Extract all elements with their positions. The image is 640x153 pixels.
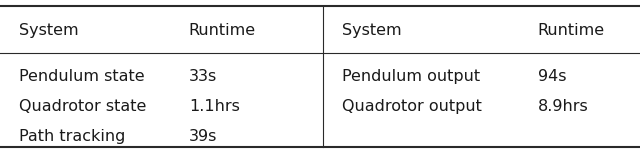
Text: 94s: 94s [538, 69, 566, 84]
Text: Runtime: Runtime [189, 23, 256, 38]
Text: 33s: 33s [189, 69, 217, 84]
Text: System: System [342, 23, 402, 38]
Text: 39s: 39s [189, 129, 217, 144]
Text: Pendulum output: Pendulum output [342, 69, 481, 84]
Text: Path tracking: Path tracking [19, 129, 125, 144]
Text: Runtime: Runtime [538, 23, 605, 38]
Text: Quadrotor output: Quadrotor output [342, 99, 483, 114]
Text: Pendulum state: Pendulum state [19, 69, 145, 84]
Text: 1.1hrs: 1.1hrs [189, 99, 239, 114]
Text: 8.9hrs: 8.9hrs [538, 99, 588, 114]
Text: Quadrotor state: Quadrotor state [19, 99, 147, 114]
Text: System: System [19, 23, 79, 38]
